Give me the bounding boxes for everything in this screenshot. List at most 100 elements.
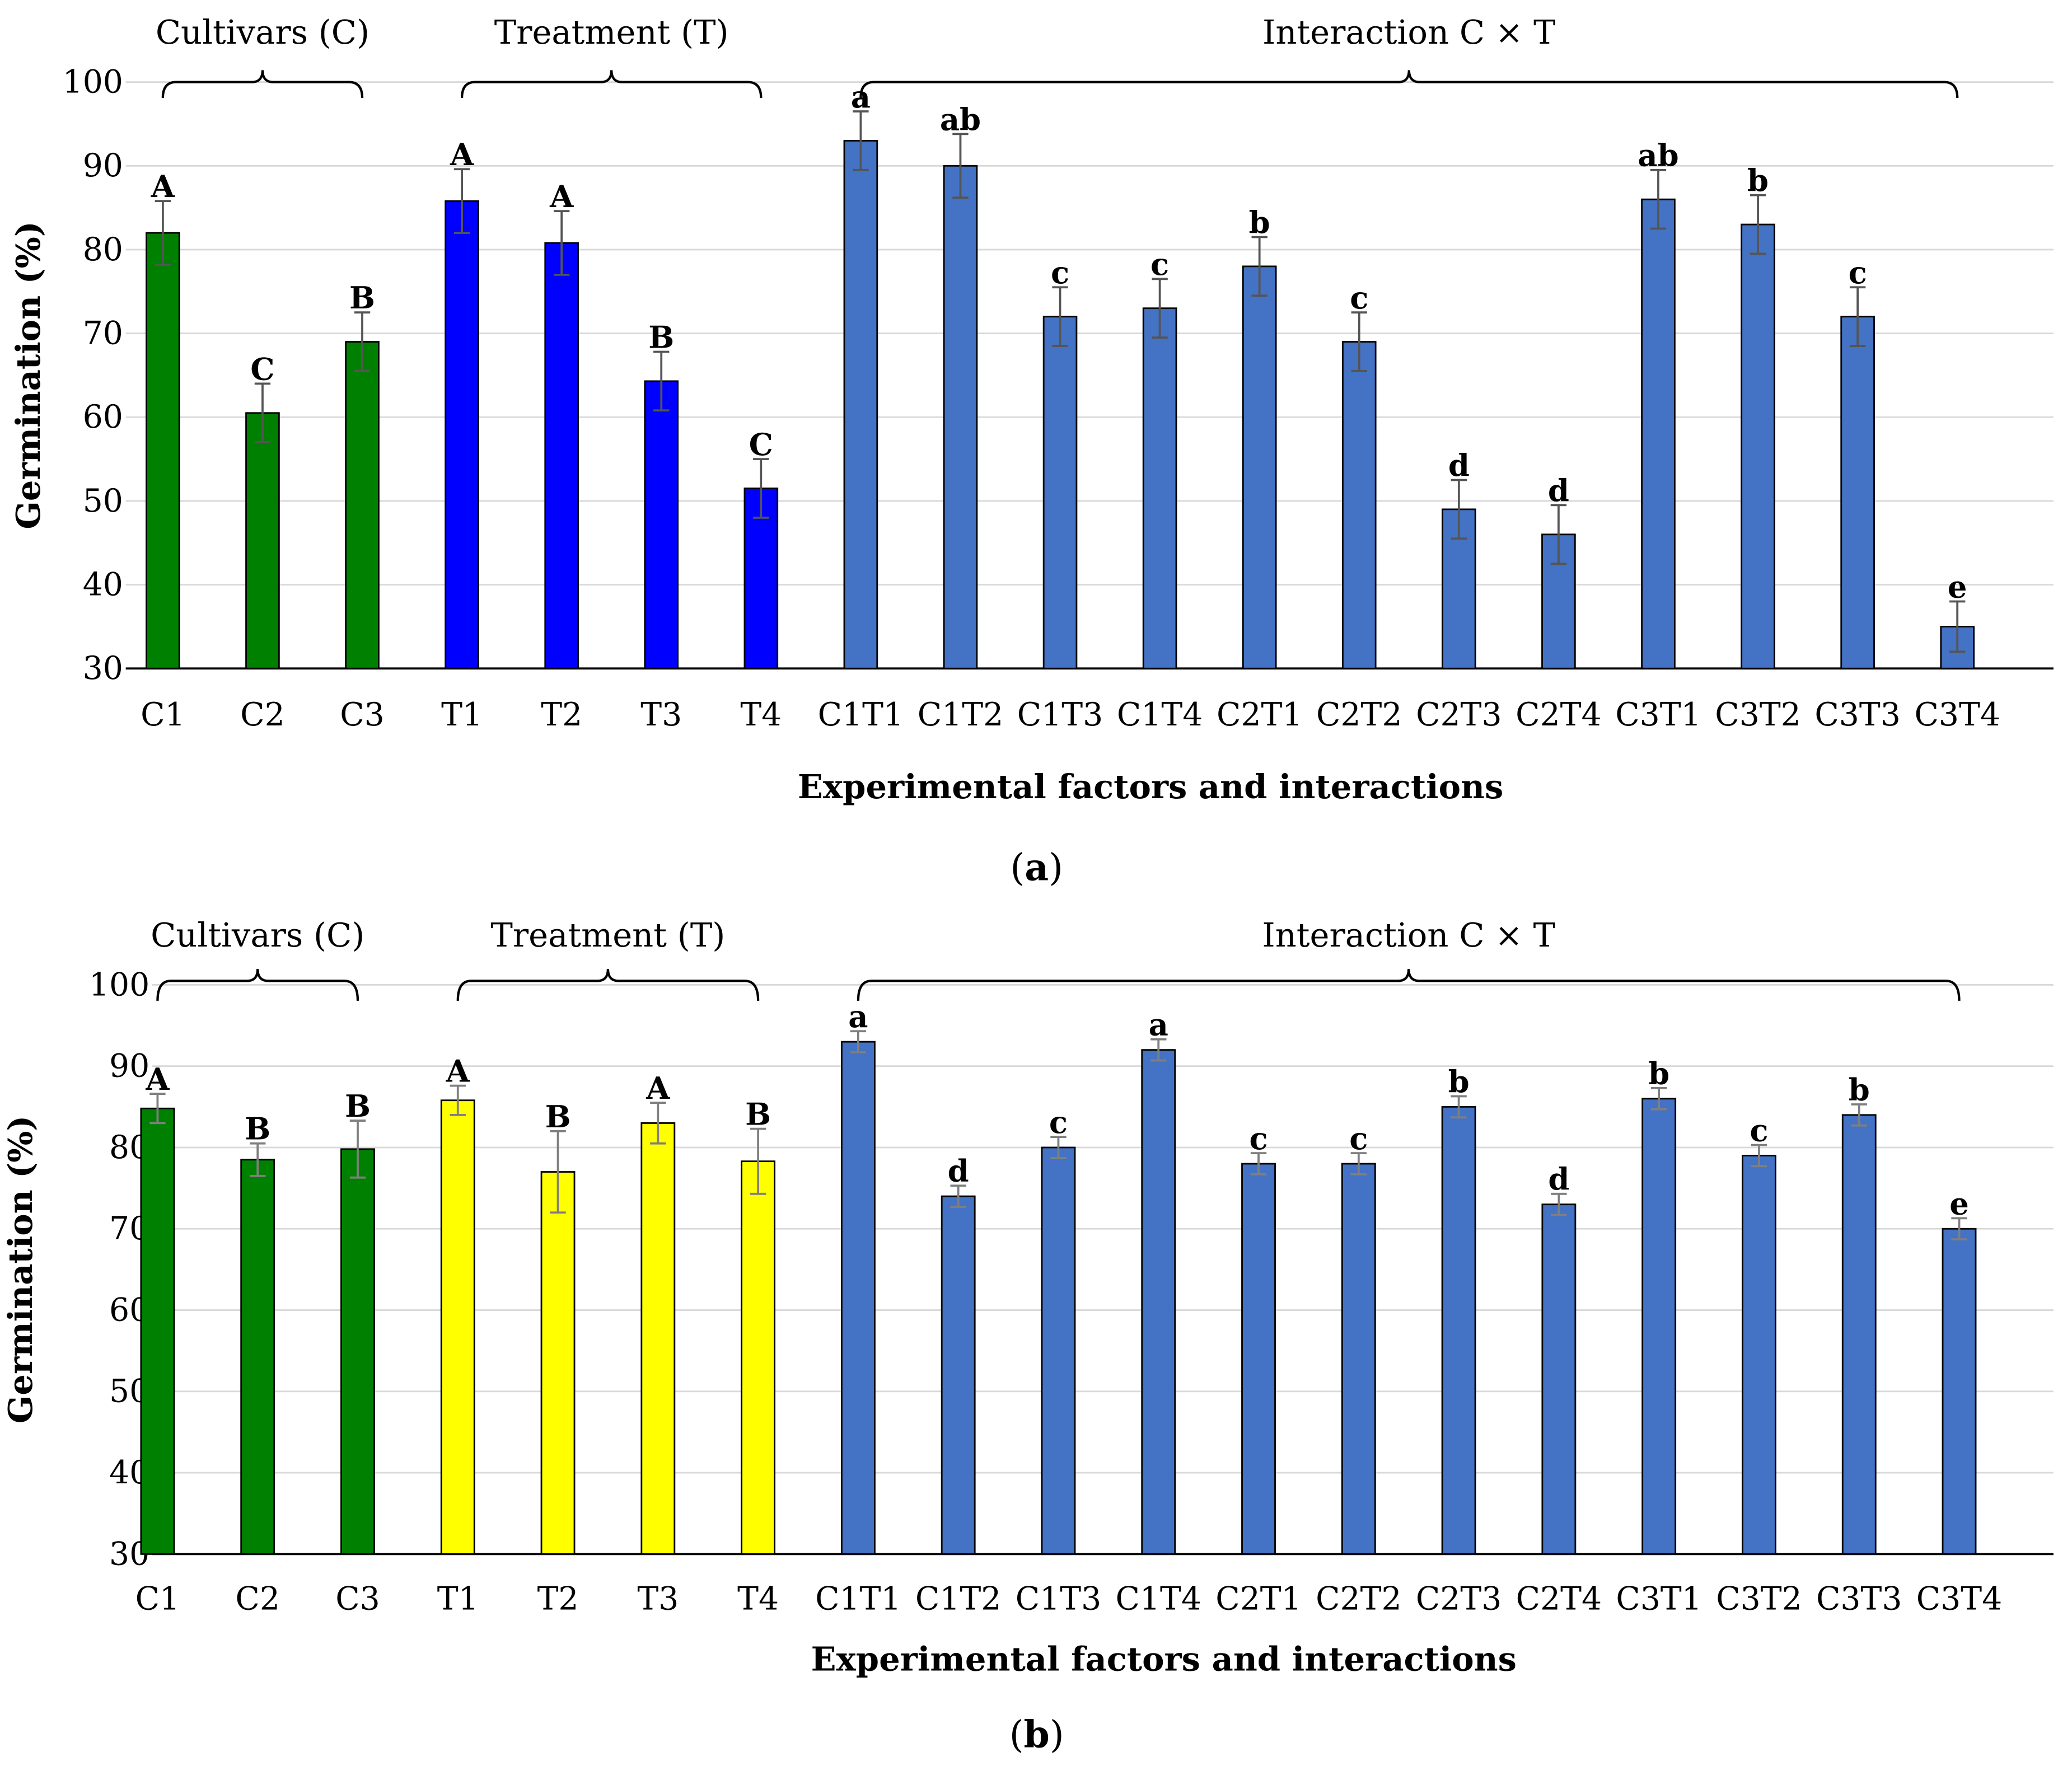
bar-c2t1 bbox=[1241, 1163, 1276, 1555]
bar-c3 bbox=[345, 341, 380, 669]
bar-c1t2 bbox=[941, 1195, 976, 1555]
bar-c3 bbox=[340, 1148, 375, 1555]
bar-c2t2 bbox=[1341, 1163, 1376, 1555]
panel-label: (a) bbox=[1010, 846, 1063, 889]
x-tick-label: C1 bbox=[135, 1581, 180, 1618]
bar-c2t4 bbox=[1541, 1203, 1577, 1555]
significance-letter: b bbox=[1849, 1072, 1870, 1108]
significance-letter: c bbox=[1849, 255, 1867, 291]
bar-c2 bbox=[245, 412, 280, 669]
x-tick-label: C2T3 bbox=[1416, 1581, 1502, 1618]
significance-letter: b bbox=[1747, 163, 1769, 199]
x-tick-label: T3 bbox=[640, 696, 682, 733]
bar-c1t1 bbox=[840, 1041, 876, 1555]
bar-c3t3 bbox=[1840, 316, 1875, 669]
x-tick-label: T2 bbox=[537, 1581, 579, 1618]
significance-letter: b bbox=[1249, 204, 1270, 240]
significance-letter: a bbox=[848, 999, 868, 1034]
x-tick-label: C3T3 bbox=[1814, 696, 1901, 733]
bar-c2t1 bbox=[1242, 265, 1277, 669]
bar-t2 bbox=[544, 242, 579, 669]
y-tick-label: 60 bbox=[83, 399, 123, 435]
significance-letter: B bbox=[545, 1099, 571, 1135]
significance-letter: A bbox=[646, 1070, 670, 1106]
significance-letter: a bbox=[1149, 1007, 1168, 1043]
y-tick-label: 90 bbox=[109, 1048, 149, 1085]
significance-letter: e bbox=[1948, 569, 1967, 605]
panel-label: (b) bbox=[1009, 1713, 1064, 1756]
x-tick-label: C3T4 bbox=[1914, 696, 2000, 733]
significance-letter: c bbox=[1350, 280, 1368, 316]
group-label: Treatment (T) bbox=[494, 13, 729, 51]
x-tick-label: C1 bbox=[141, 696, 185, 733]
significance-letter: B bbox=[745, 1096, 771, 1132]
x-tick-label: C3 bbox=[340, 696, 385, 733]
significance-letter: C bbox=[250, 351, 274, 387]
significance-letter: d bbox=[1548, 1161, 1569, 1197]
significance-letter: d bbox=[1548, 472, 1569, 508]
bar-c2 bbox=[240, 1159, 275, 1555]
group-label: Interaction C × T bbox=[1262, 916, 1555, 954]
significance-letter: c bbox=[1150, 246, 1169, 282]
bar-c2t2 bbox=[1341, 341, 1377, 669]
x-tick-label: C1T4 bbox=[1117, 696, 1203, 733]
y-tick-label: 70 bbox=[83, 315, 123, 352]
x-tick-label: C1T4 bbox=[1115, 1581, 1201, 1618]
bar-c3t4 bbox=[1942, 1228, 1977, 1555]
x-tick-label: C3T1 bbox=[1615, 696, 1701, 733]
bar-t2 bbox=[540, 1171, 576, 1555]
x-tick-label: C2T2 bbox=[1316, 1581, 1402, 1618]
x-tick-label: C3 bbox=[335, 1581, 380, 1618]
group-label: Interaction C × T bbox=[1262, 13, 1556, 51]
significance-letter: b bbox=[1648, 1056, 1669, 1092]
x-tick-label: C1T3 bbox=[1016, 1581, 1102, 1618]
x-tick-label: C3T3 bbox=[1816, 1581, 1902, 1618]
bar-c1t1 bbox=[843, 139, 878, 669]
bar-c1t4 bbox=[1142, 307, 1177, 669]
significance-letter: A bbox=[446, 1053, 470, 1089]
significance-letter: c bbox=[1349, 1121, 1368, 1156]
y-tick-label: 30 bbox=[83, 650, 123, 687]
bar-c3t2 bbox=[1742, 1155, 1776, 1555]
group-label: Cultivars (C) bbox=[151, 916, 364, 954]
significance-letter: c bbox=[1750, 1113, 1768, 1149]
x-tick-label: C2T3 bbox=[1416, 696, 1502, 733]
bar-c1t2 bbox=[943, 165, 978, 669]
significance-letter: c bbox=[1249, 1121, 1267, 1156]
group-label: Cultivars (C) bbox=[156, 13, 370, 51]
bar-c3t2 bbox=[1741, 223, 1775, 669]
y-tick-label: 90 bbox=[83, 147, 123, 184]
bar-c1t3 bbox=[1041, 1146, 1076, 1555]
x-tick-label: T4 bbox=[737, 1581, 779, 1618]
significance-letter: ab bbox=[1638, 138, 1678, 174]
bar-t4 bbox=[741, 1160, 776, 1555]
significance-letter: A bbox=[549, 179, 574, 214]
x-tick-label: C3T1 bbox=[1616, 1581, 1702, 1618]
significance-letter: B bbox=[648, 319, 674, 355]
y-tick-label: 100 bbox=[63, 64, 123, 101]
significance-letter: B bbox=[345, 1088, 371, 1124]
bar-c1 bbox=[146, 232, 180, 669]
x-tick-label: T4 bbox=[740, 696, 782, 733]
x-tick-label: C2T1 bbox=[1215, 1581, 1302, 1618]
y-tick-label: 50 bbox=[83, 483, 123, 519]
significance-letter: A bbox=[145, 1061, 170, 1097]
bar-c3t3 bbox=[1841, 1114, 1877, 1555]
x-tick-label: T1 bbox=[441, 696, 483, 733]
bar-c1t4 bbox=[1141, 1049, 1176, 1555]
y-tick-label: 40 bbox=[83, 566, 123, 603]
x-tick-label: T2 bbox=[541, 696, 582, 733]
bar-c3t1 bbox=[1641, 198, 1676, 669]
significance-letter: c bbox=[1049, 1104, 1068, 1140]
x-tick-label: T1 bbox=[437, 1581, 479, 1618]
bar-t1 bbox=[440, 1099, 475, 1555]
x-tick-label: C1T2 bbox=[915, 1581, 1002, 1618]
y-tick-label: 80 bbox=[83, 231, 123, 268]
significance-letter: B bbox=[245, 1111, 270, 1147]
x-tick-label: C1T1 bbox=[815, 1581, 901, 1618]
bar-c1t3 bbox=[1042, 316, 1078, 669]
significance-letter: c bbox=[1051, 255, 1069, 291]
y-tick-label: 100 bbox=[89, 966, 149, 1003]
significance-letter: A bbox=[450, 137, 474, 172]
